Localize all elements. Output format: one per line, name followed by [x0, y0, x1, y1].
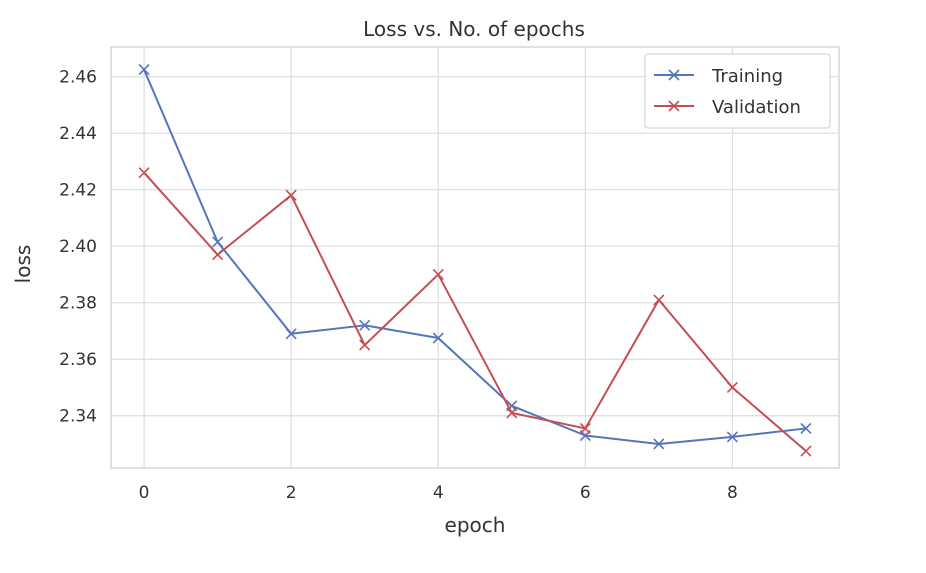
- x-tick-label: 0: [139, 483, 150, 503]
- y-tick-label: 2.38: [59, 294, 97, 314]
- data-point-training: [800, 422, 812, 435]
- x-tick-label: 8: [727, 483, 738, 503]
- legend-box: [644, 53, 831, 129]
- data-point-training-stroke-b: [726, 431, 738, 443]
- legend: Training Validation: [644, 53, 831, 129]
- series-validation: [138, 167, 812, 457]
- data-point-validation-stroke-b: [359, 339, 371, 351]
- data-point-validation: [359, 339, 371, 351]
- data-point-validation: [138, 167, 150, 179]
- x-tick-label: 4: [433, 483, 444, 503]
- legend-x-marker-validation-stroke-b: [668, 100, 680, 112]
- data-point-training-stroke-b: [285, 328, 297, 340]
- legend-x-marker-training-stroke-b: [668, 69, 680, 81]
- y-tick-label: 2.34: [59, 407, 97, 427]
- y-tick-label: 2.44: [59, 124, 97, 144]
- data-point-training-stroke-b: [800, 422, 812, 435]
- legend-x-marker-training: [668, 69, 680, 81]
- data-point-validation-stroke-b: [212, 249, 224, 261]
- data-point-training-stroke-b: [653, 438, 665, 450]
- series-layer: [138, 64, 812, 457]
- legend-x-marker-validation: [668, 100, 680, 112]
- data-point-validation-stroke-b: [285, 189, 297, 201]
- tick-labels: 0 2 4 6 8 2.34 2.36 2.38 2.40 2.42 2.44 2.46: [59, 68, 738, 503]
- legend-entry-training: Training: [654, 66, 783, 87]
- data-point-validation: [212, 249, 224, 261]
- data-point-validation-stroke-b: [653, 294, 665, 306]
- grid-lines: [111, 47, 839, 468]
- y-tick-label: 2.40: [59, 237, 97, 257]
- data-point-validation: [579, 422, 591, 435]
- data-point-training-stroke-b: [432, 332, 444, 344]
- data-point-training-stroke-b: [359, 319, 371, 331]
- chart-title: Loss vs. No. of epochs: [363, 17, 585, 41]
- x-axis-label: epoch: [445, 513, 506, 537]
- series-line-validation: [143, 172, 807, 452]
- legend-label-validation: Validation: [712, 97, 801, 118]
- data-point-training-stroke-b: [138, 64, 150, 76]
- data-point-validation-stroke-b: [579, 422, 591, 435]
- data-point-validation: [506, 407, 518, 419]
- legend-entry-validation: Validation: [654, 97, 801, 118]
- y-axis-label: loss: [11, 245, 35, 284]
- data-point-training: [212, 236, 224, 248]
- data-point-training: [359, 319, 371, 331]
- series-training: [138, 64, 812, 450]
- data-point-training: [138, 64, 150, 76]
- data-point-training-stroke-b: [212, 236, 224, 248]
- data-point-validation: [726, 381, 738, 394]
- legend-marker-validation: [668, 100, 680, 112]
- data-point-validation-stroke-b: [432, 268, 444, 281]
- y-tick-label: 2.42: [59, 181, 97, 201]
- data-point-training: [726, 431, 738, 443]
- x-tick-label: 2: [286, 483, 297, 503]
- data-point-validation-stroke-b: [138, 167, 150, 179]
- data-point-training: [653, 438, 665, 450]
- data-point-training: [432, 332, 444, 344]
- data-point-validation: [653, 294, 665, 306]
- y-tick-label: 2.46: [59, 68, 97, 88]
- series-line-training: [143, 69, 807, 445]
- data-point-validation: [800, 445, 812, 457]
- data-point-training: [285, 328, 297, 340]
- data-point-validation: [432, 268, 444, 281]
- y-tick-label: 2.36: [59, 350, 97, 370]
- data-point-validation-stroke-b: [506, 407, 518, 419]
- data-point-validation: [285, 189, 297, 201]
- legend-label-training: Training: [711, 66, 783, 87]
- data-point-validation-stroke-b: [726, 381, 738, 394]
- legend-marker-training: [668, 69, 680, 81]
- data-point-validation-stroke-b: [800, 445, 812, 457]
- x-tick-label: 6: [580, 483, 591, 503]
